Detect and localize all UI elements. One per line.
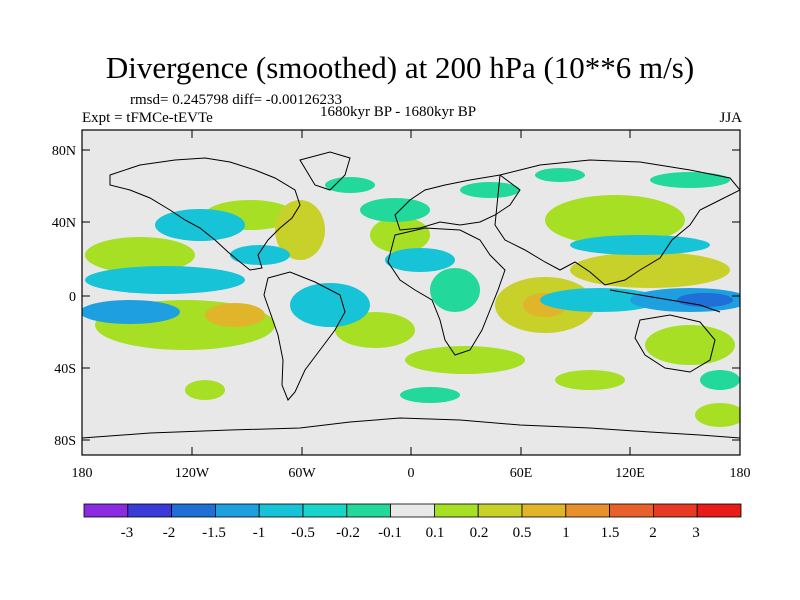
plot-title: Divergence (smoothed) at 200 hPa (10**6 … — [105, 50, 695, 85]
anomaly-patch — [370, 217, 430, 253]
colorbar-label: -2 — [163, 525, 176, 541]
colorbar-swatch — [609, 503, 654, 518]
europe-coast — [394, 174, 521, 231]
anomaly-patch — [645, 325, 735, 365]
africa-coast — [387, 227, 506, 356]
longitude-axis: 180 120W 60W 0 60E 120E 180 — [72, 130, 751, 481]
anomaly-patch — [325, 177, 375, 193]
lat-label: 40N — [52, 216, 76, 231]
colorbar-label: -1.5 — [202, 525, 226, 541]
australia-coast — [634, 314, 716, 373]
lat-label: 0 — [69, 290, 76, 305]
anomaly-patch — [400, 387, 460, 403]
lon-label: 180 — [730, 466, 751, 481]
anomaly-patch — [230, 245, 290, 265]
colorbar-label: -0.1 — [378, 525, 402, 541]
colorbar-swatch — [696, 503, 742, 518]
colorbar-label: -0.2 — [336, 525, 360, 541]
colorbar-swatch — [565, 503, 610, 518]
anomaly-patch — [677, 293, 733, 307]
north-america-coast — [109, 157, 301, 271]
anomaly-patch — [570, 235, 710, 255]
lon-label: 180 — [72, 466, 93, 481]
lon-label: 120E — [615, 466, 645, 481]
colorbar-swatch — [346, 503, 391, 518]
experiment-label: Expt = tFMCe-tEVTe — [82, 110, 213, 126]
anomaly-patch — [360, 198, 430, 222]
anomaly-patch — [545, 195, 685, 245]
colorbar-label: 2 — [649, 525, 657, 541]
colorbar-swatch — [127, 503, 173, 518]
anomaly-patch — [535, 168, 585, 182]
colorbar-label: 0.1 — [426, 525, 445, 541]
colorbar-label: -1 — [253, 525, 266, 541]
anomaly-patch — [205, 303, 265, 327]
lon-label: 120W — [175, 466, 210, 481]
anomaly-patch — [695, 403, 740, 427]
anomaly-patch — [185, 380, 225, 400]
season-label: JJA — [719, 110, 742, 126]
colorbar-label: -0.5 — [291, 525, 315, 541]
asia-coast — [494, 159, 740, 286]
lat-label: 80S — [54, 434, 76, 449]
colorbar-swatch — [653, 503, 698, 518]
lat-label: 80N — [52, 144, 76, 159]
colorbar-swatch — [433, 503, 479, 518]
divergence-field — [82, 168, 740, 427]
lon-label: 60W — [288, 466, 316, 481]
south-america-coast — [263, 271, 346, 401]
antarctica-coast — [82, 417, 740, 439]
colorbar-swatch — [258, 503, 304, 518]
indonesia-coast — [609, 289, 721, 313]
stats-line: rmsd= 0.245798 diff= -0.00126233 — [130, 92, 343, 108]
anomaly-patch — [155, 209, 245, 241]
anomaly-patch — [700, 370, 740, 390]
colorbar-label: 0.5 — [513, 525, 532, 541]
anomaly-patch — [570, 252, 730, 288]
colorbar-label: -3 — [121, 525, 134, 541]
period-label: 1680kyr BP - 1680kyr BP — [320, 104, 477, 120]
anomaly-patch — [85, 266, 245, 294]
coastlines — [82, 151, 740, 439]
anomaly-patch — [555, 370, 625, 390]
colorbar-label: 0.2 — [470, 525, 489, 541]
anomaly-patch — [405, 346, 525, 374]
greenland-coast — [299, 151, 351, 191]
anomaly-patch — [650, 172, 730, 188]
colorbar: -3 -2 -1.5 -1 -0.5 -0.2 -0.1 0.1 0.2 0.5… — [83, 503, 742, 541]
colorbar-swatch — [171, 503, 216, 518]
anomaly-patch — [540, 288, 660, 312]
anomaly-patch — [460, 182, 520, 198]
colorbar-swatch — [302, 503, 348, 518]
lon-label: 0 — [408, 466, 415, 481]
lon-label: 60E — [510, 466, 533, 481]
anomaly-patch — [275, 200, 325, 260]
colorbar-swatch — [390, 503, 435, 518]
anomaly-patch — [85, 237, 195, 273]
anomaly-patch — [430, 268, 480, 312]
colorbar-swatch — [521, 503, 567, 518]
colorbar-swatch — [477, 503, 523, 518]
anomaly-patch — [290, 283, 370, 327]
colorbar-label: 3 — [692, 525, 700, 541]
colorbar-label: 1 — [562, 525, 570, 541]
lat-label: 40S — [54, 362, 76, 377]
latitude-axis: 80N 40N 0 40S 80S — [52, 144, 740, 449]
colorbar-swatch — [83, 503, 129, 518]
anomaly-patch — [385, 248, 455, 272]
colorbar-label: 1.5 — [601, 525, 620, 541]
colorbar-swatch — [214, 503, 260, 518]
anomaly-patch — [82, 300, 180, 324]
